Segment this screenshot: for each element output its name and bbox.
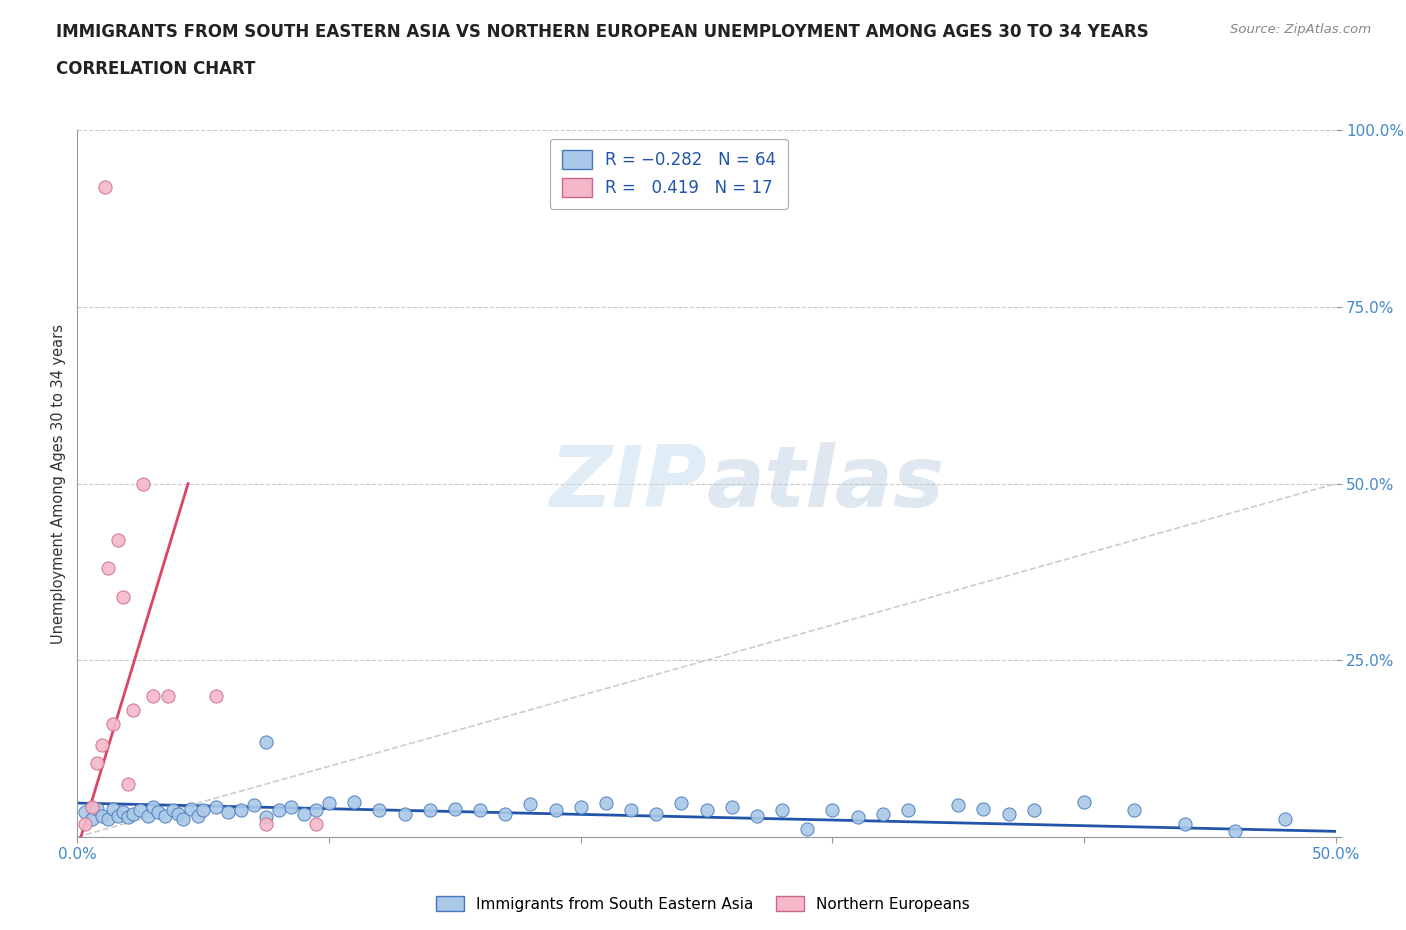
- Legend: Immigrants from South Eastern Asia, Northern Europeans: Immigrants from South Eastern Asia, Nort…: [430, 889, 976, 918]
- Point: [142, 800, 165, 815]
- Text: IMMIGRANTS FROM SOUTH EASTERN ASIA VS NORTHERN EUROPEAN UNEMPLOYMENT AMONG AGES : IMMIGRANTS FROM SOUTH EASTERN ASIA VS NO…: [56, 23, 1149, 41]
- Point: [101, 716, 124, 731]
- Text: ZIP: ZIP: [548, 442, 707, 525]
- Point: [146, 804, 169, 819]
- Point: [254, 810, 277, 825]
- Y-axis label: Unemployment Among Ages 30 to 34 years: Unemployment Among Ages 30 to 34 years: [51, 324, 66, 644]
- Point: [1123, 803, 1146, 817]
- Point: [948, 798, 970, 813]
- Point: [368, 803, 391, 817]
- Point: [645, 807, 668, 822]
- Point: [187, 808, 209, 823]
- Point: [696, 803, 718, 817]
- Point: [82, 812, 104, 827]
- Point: [821, 803, 844, 817]
- Point: [107, 808, 129, 823]
- Point: [305, 817, 328, 831]
- Point: [204, 688, 226, 703]
- Point: [121, 807, 143, 822]
- Point: [73, 817, 96, 831]
- Point: [671, 796, 693, 811]
- Point: [172, 812, 194, 827]
- Point: [117, 810, 139, 825]
- Point: [136, 808, 159, 823]
- Legend: R = −0.282   N = 64, R =   0.419   N = 17: R = −0.282 N = 64, R = 0.419 N = 17: [550, 139, 787, 208]
- Point: [156, 688, 179, 703]
- Point: [720, 800, 742, 815]
- Point: [155, 808, 177, 823]
- Point: [394, 807, 416, 822]
- Point: [1223, 824, 1246, 839]
- Point: [595, 796, 617, 811]
- Point: [468, 803, 491, 817]
- Text: Source: ZipAtlas.com: Source: ZipAtlas.com: [1230, 23, 1371, 36]
- Point: [94, 179, 117, 194]
- Point: [872, 806, 894, 821]
- Point: [267, 803, 290, 817]
- Point: [96, 812, 118, 827]
- Point: [132, 476, 155, 491]
- Point: [494, 807, 516, 822]
- Point: [997, 807, 1019, 822]
- Point: [217, 804, 239, 819]
- Point: [770, 803, 793, 817]
- Point: [280, 800, 302, 815]
- Point: [745, 808, 768, 823]
- Point: [419, 803, 441, 817]
- Point: [142, 688, 165, 703]
- Point: [229, 803, 252, 817]
- Point: [1174, 817, 1197, 831]
- Point: [318, 796, 340, 811]
- Point: [254, 734, 277, 749]
- Text: atlas: atlas: [707, 442, 945, 525]
- Point: [343, 794, 366, 809]
- Point: [1073, 794, 1095, 809]
- Point: [96, 561, 118, 576]
- Point: [897, 803, 920, 817]
- Point: [620, 803, 643, 817]
- Point: [204, 800, 226, 815]
- Point: [569, 800, 592, 815]
- Point: [82, 800, 104, 815]
- Point: [121, 702, 143, 717]
- Point: [73, 804, 96, 819]
- Point: [846, 810, 869, 825]
- Point: [254, 817, 277, 831]
- Point: [129, 803, 152, 817]
- Point: [305, 803, 328, 817]
- Text: CORRELATION CHART: CORRELATION CHART: [56, 60, 256, 78]
- Point: [1274, 812, 1296, 827]
- Point: [191, 803, 215, 817]
- Point: [180, 802, 202, 817]
- Point: [972, 802, 994, 817]
- Point: [101, 802, 124, 817]
- Point: [1022, 803, 1045, 817]
- Point: [292, 807, 315, 822]
- Point: [86, 802, 108, 817]
- Point: [519, 797, 541, 812]
- Point: [796, 821, 818, 836]
- Point: [444, 802, 467, 817]
- Point: [111, 590, 134, 604]
- Point: [167, 807, 190, 822]
- Point: [86, 755, 108, 770]
- Point: [91, 808, 114, 823]
- Point: [162, 803, 184, 817]
- Point: [117, 777, 139, 791]
- Point: [111, 804, 134, 819]
- Point: [91, 737, 114, 752]
- Point: [242, 798, 264, 813]
- Point: [107, 533, 129, 548]
- Point: [544, 803, 567, 817]
